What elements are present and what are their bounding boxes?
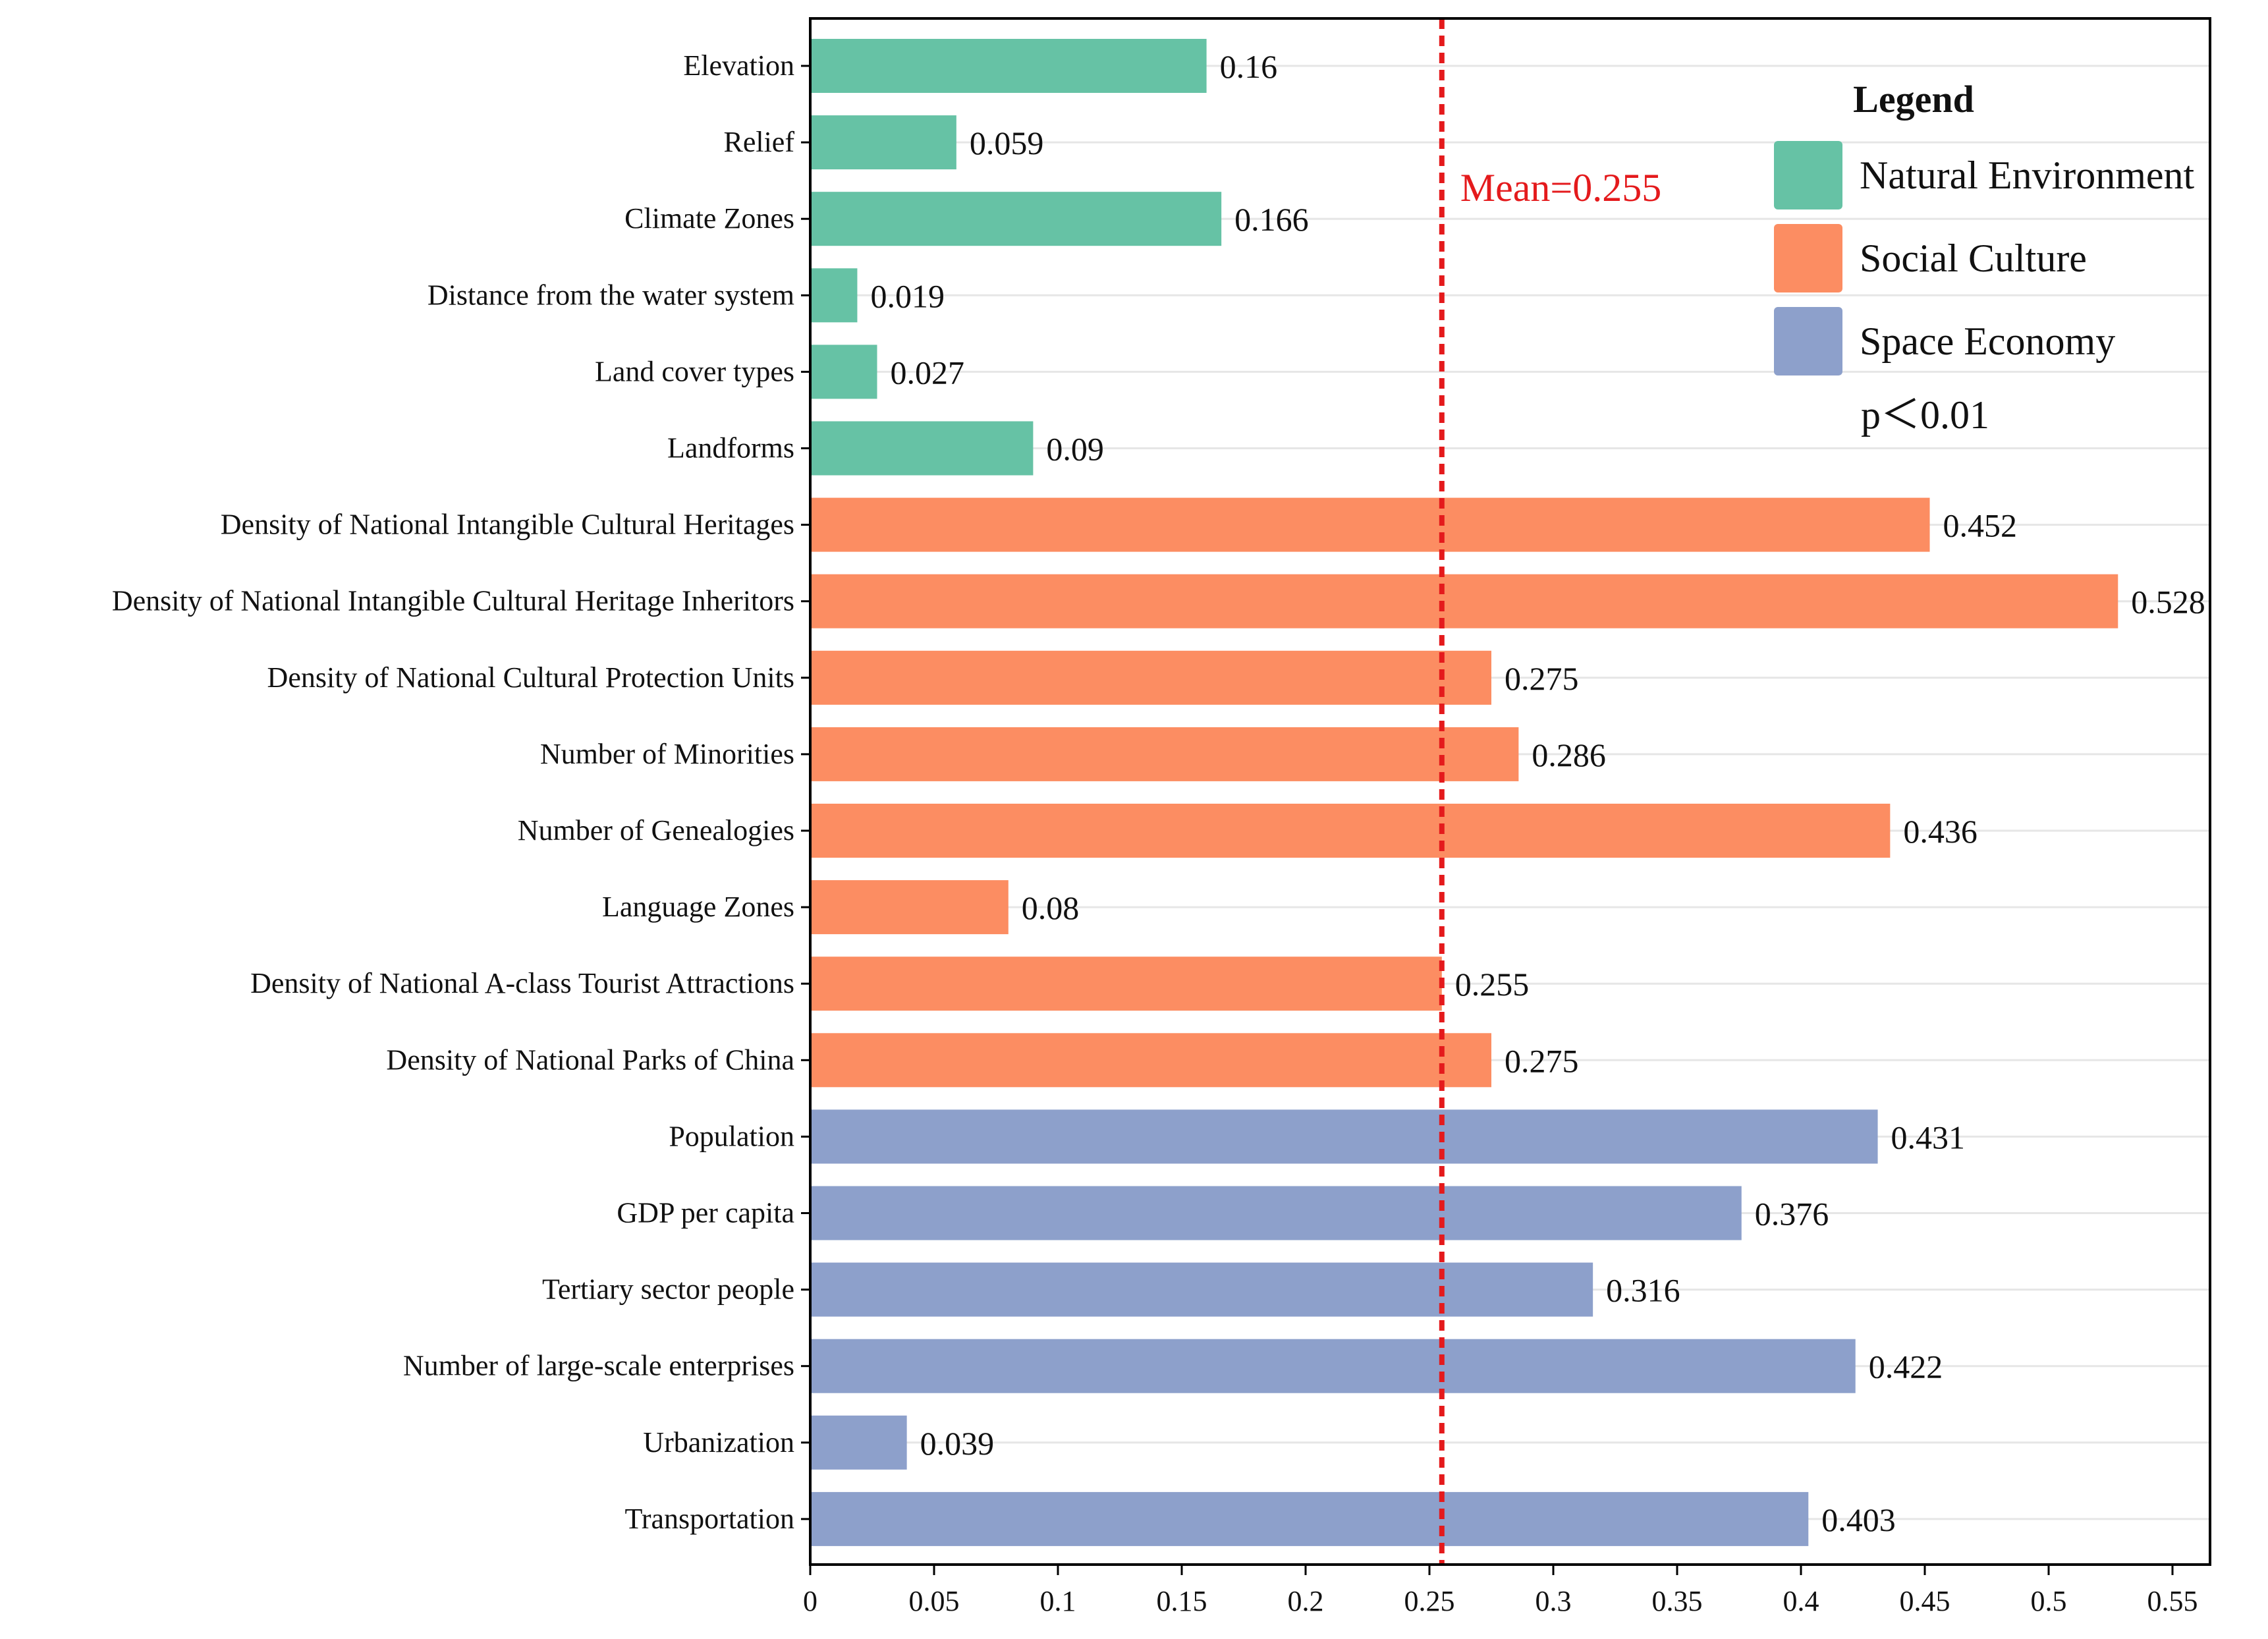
category-label: Relief — [723, 126, 794, 158]
category-label: Density of National A-class Tourist Attr… — [250, 967, 794, 999]
x-tick-label: 0.35 — [1652, 1585, 1703, 1617]
category-label: Climate Zones — [624, 202, 794, 235]
category-label: Density of National Cultural Protection … — [267, 661, 794, 694]
category-label: GDP per capita — [617, 1197, 794, 1229]
bar — [810, 345, 877, 399]
category-label: Distance from the water system — [428, 279, 794, 311]
legend-swatch-social-culture — [1774, 224, 1842, 292]
bar — [810, 497, 1930, 552]
bar-value-label: 0.059 — [970, 125, 1044, 161]
mean-line-group: Mean=0.255 — [1439, 18, 1661, 1565]
bar-value-label: 0.275 — [1505, 1042, 1579, 1079]
category-label: Land cover types — [595, 355, 794, 387]
bar-value-label: 0.431 — [1891, 1119, 1966, 1155]
x-tick-label: 0.05 — [909, 1585, 960, 1617]
category-label: Density of National Intangible Cultural … — [221, 509, 794, 541]
category-label: Language Zones — [602, 891, 794, 923]
bar-value-label: 0.255 — [1455, 966, 1530, 1003]
x-tick-label: 0.15 — [1157, 1585, 1207, 1617]
category-label: Tertiary sector people — [542, 1273, 794, 1306]
bar — [810, 1262, 1593, 1317]
x-tick-label: 0.45 — [1900, 1585, 1950, 1617]
axes — [801, 17, 2211, 1575]
bar — [810, 574, 2118, 628]
x-tick-label: 0.1 — [1040, 1585, 1076, 1617]
bar-value-label: 0.166 — [1234, 201, 1309, 238]
x-tick-label: 0.25 — [1404, 1585, 1455, 1617]
bar — [810, 1109, 1878, 1164]
category-label: Number of Minorities — [540, 738, 794, 770]
bar-value-label: 0.027 — [891, 354, 965, 391]
legend-label-space-economy: Space Economy — [1860, 319, 2115, 363]
bar — [810, 1186, 1742, 1240]
bar — [810, 1033, 1491, 1088]
bar-value-label: 0.403 — [1821, 1501, 1896, 1538]
x-tick-label: 0 — [803, 1585, 817, 1617]
bar — [810, 1415, 907, 1470]
category-label: Landforms — [667, 432, 794, 464]
bar — [810, 192, 1222, 246]
bar-value-label: 0.039 — [920, 1425, 995, 1462]
bar-value-label: 0.528 — [2131, 584, 2205, 621]
bar-value-label: 0.376 — [1755, 1196, 1829, 1233]
bar — [810, 39, 1207, 93]
category-label: Density of National Parks of China — [386, 1043, 794, 1076]
legend-title: Legend — [1853, 78, 1974, 121]
bar — [810, 957, 1442, 1011]
plot-frame — [809, 17, 2211, 1566]
x-tick-label: 0.55 — [2147, 1585, 2198, 1617]
legend-label-social-culture: Social Culture — [1860, 236, 2087, 280]
legend-label-natural-environment: Natural Environment — [1860, 153, 2195, 197]
bar-value-label: 0.436 — [1903, 813, 1978, 850]
category-label: Population — [669, 1120, 794, 1152]
bar — [810, 421, 1034, 476]
bars — [810, 39, 2118, 1546]
bar — [810, 268, 858, 323]
legend-swatch-natural-environment — [1774, 141, 1842, 209]
labels: 0.16 Elevation 0.059 Relief 0.166 Climate Zon… — [112, 48, 2205, 1617]
x-tick-label: 0.5 — [2031, 1585, 2067, 1617]
bar — [810, 115, 956, 170]
bar-value-label: 0.452 — [1943, 507, 2018, 544]
bar — [810, 1491, 1809, 1546]
x-tick-label: 0.2 — [1288, 1585, 1324, 1617]
bar-value-label: 0.422 — [1869, 1348, 1943, 1385]
bar-value-label: 0.286 — [1532, 736, 1606, 773]
bar — [810, 880, 1009, 935]
legend-note-significance: p＜0.01 — [1861, 393, 1989, 437]
bar-value-label: 0.09 — [1046, 431, 1104, 468]
bar-value-label: 0.08 — [1022, 889, 1080, 926]
category-label: Density of National Intangible Cultural … — [112, 585, 794, 617]
bar-value-label: 0.316 — [1606, 1272, 1680, 1309]
category-label: Transportation — [625, 1503, 795, 1535]
mean-label: Mean=0.255 — [1460, 166, 1661, 209]
bar — [810, 1339, 1856, 1393]
legend: Legend Natural Environment Social Cultur… — [1774, 78, 2195, 437]
x-tick-label: 0.4 — [1783, 1585, 1819, 1617]
bar — [810, 804, 1891, 858]
category-label: Elevation — [683, 49, 794, 82]
category-label: Number of large-scale enterprises — [403, 1350, 794, 1382]
bar-value-label: 0.019 — [870, 277, 945, 314]
category-label: Number of Genealogies — [518, 814, 794, 847]
bar-value-label: 0.275 — [1505, 660, 1579, 697]
bar — [810, 727, 1519, 781]
x-tick-label: 0.3 — [1535, 1585, 1572, 1617]
bar-value-label: 0.16 — [1220, 48, 1278, 85]
legend-swatch-space-economy — [1774, 307, 1842, 375]
bar — [810, 650, 1491, 705]
category-label: Urbanization — [643, 1426, 794, 1458]
